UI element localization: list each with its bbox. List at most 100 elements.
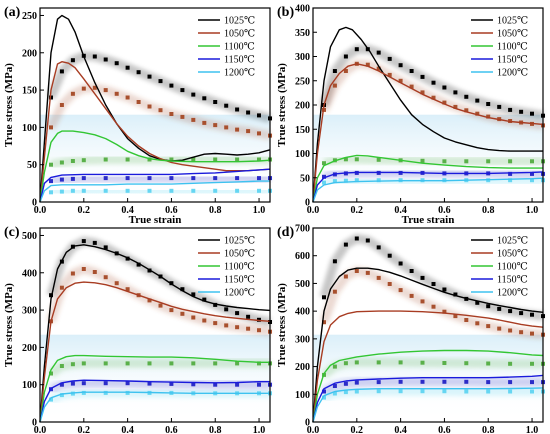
- prediction-point: [49, 179, 53, 184]
- legend-entry: 1025℃: [497, 236, 528, 247]
- prediction-point: [464, 361, 469, 366]
- prediction-point: [70, 176, 75, 181]
- prediction-point: [169, 361, 174, 366]
- prediction-point: [257, 382, 261, 387]
- prediction-point: [486, 304, 491, 309]
- prediction-point: [125, 361, 130, 366]
- prediction-point: [136, 262, 141, 267]
- plot-band: [40, 334, 270, 422]
- prediction-point: [257, 361, 261, 366]
- legend-entry: 1025℃: [497, 16, 528, 27]
- series-line-1025: [312, 267, 544, 423]
- legend-entry: 1050℃: [224, 29, 255, 40]
- prediction-point: [59, 393, 64, 398]
- series-line-1025: [39, 14, 271, 203]
- prediction-point: [49, 125, 53, 130]
- prediction-point: [235, 107, 240, 112]
- prediction-point: [486, 389, 491, 394]
- prediction-point: [464, 379, 469, 384]
- prediction-point: [257, 176, 261, 181]
- legend-entry: 1050℃: [224, 249, 255, 260]
- prediction-point: [376, 245, 381, 250]
- prediction-point: [431, 282, 436, 286]
- prediction-point: [497, 326, 502, 331]
- prediction-point: [322, 395, 326, 400]
- prediction-point: [125, 188, 130, 193]
- prediction-point: [202, 297, 207, 302]
- prediction-point: [70, 58, 75, 63]
- y-tick-label: 400: [295, 307, 310, 318]
- prediction-point: [464, 108, 469, 113]
- prediction-point: [332, 391, 337, 396]
- prediction-point: [420, 74, 425, 79]
- prediction-point: [530, 178, 534, 183]
- x-axis-title: True strain: [402, 214, 455, 226]
- prediction-point: [81, 239, 86, 244]
- prediction-point: [191, 361, 196, 366]
- prediction-point: [530, 159, 534, 164]
- prediction-point: [103, 157, 108, 162]
- prediction-point: [387, 56, 392, 61]
- x-axis-title: True strain: [129, 214, 182, 226]
- prediction-point: [354, 380, 359, 385]
- prediction-point: [59, 160, 64, 165]
- prediction-point: [420, 389, 425, 394]
- prediction-point: [59, 364, 64, 368]
- prediction-point: [81, 361, 86, 366]
- x-tick-label: 0.2: [78, 425, 91, 434]
- prediction-point: [376, 178, 381, 183]
- prediction-point: [365, 270, 370, 275]
- prediction-point: [191, 292, 196, 297]
- prediction-point: [235, 325, 240, 330]
- prediction-point: [213, 188, 218, 193]
- prediction-point: [49, 190, 53, 195]
- legend-entry: 1050℃: [497, 29, 528, 40]
- legend-entry: 1200℃: [224, 68, 255, 79]
- prediction-point: [70, 159, 75, 163]
- prediction-point: [519, 311, 524, 316]
- plot-frame: [39, 7, 271, 203]
- prediction-point: [508, 171, 513, 176]
- prediction-point: [224, 307, 229, 312]
- prediction-point: [147, 74, 152, 79]
- x-tick-label: 0.0: [307, 425, 320, 434]
- prediction-point: [59, 189, 64, 194]
- y-tick-label: 200: [295, 362, 310, 373]
- y-axis-title: True stress (MPa): [276, 63, 288, 147]
- prediction-point: [420, 158, 425, 163]
- series-line-1025: [39, 244, 271, 423]
- prediction-point: [49, 162, 53, 167]
- prediction-point: [125, 287, 130, 292]
- prediction-point: [180, 88, 185, 93]
- y-tick-label: 600: [295, 251, 310, 262]
- y-tick-label: 250: [295, 76, 310, 87]
- y-tick-label: 200: [22, 343, 37, 354]
- prediction-point: [420, 379, 425, 384]
- prediction-point: [322, 320, 326, 325]
- prediction-point: [420, 275, 425, 280]
- x-tick-label: 0.2: [351, 205, 364, 216]
- prediction-point: [409, 69, 414, 73]
- prediction-point: [158, 108, 163, 113]
- series-line-1100: [312, 154, 543, 203]
- series-line-1050: [39, 61, 271, 203]
- prediction-point: [59, 69, 64, 74]
- prediction-point: [224, 125, 229, 130]
- prediction-point: [213, 176, 218, 181]
- prediction-point: [114, 61, 119, 66]
- y-axis-title: True stress (MPa): [276, 283, 288, 367]
- prediction-point: [70, 188, 75, 193]
- prediction-point: [453, 90, 458, 95]
- prediction-point: [103, 381, 108, 386]
- prediction-point: [442, 379, 447, 384]
- prediction-point: [125, 381, 130, 386]
- prediction-point: [49, 397, 53, 402]
- prediction-point: [442, 309, 447, 314]
- prediction-point: [398, 360, 403, 365]
- prediction-point: [169, 381, 174, 386]
- prediction-point: [191, 382, 196, 387]
- prediction-point: [464, 389, 469, 394]
- x-tick-label: 0.4: [121, 205, 134, 216]
- series-line-1200: [39, 391, 270, 423]
- prediction-point: [376, 50, 381, 55]
